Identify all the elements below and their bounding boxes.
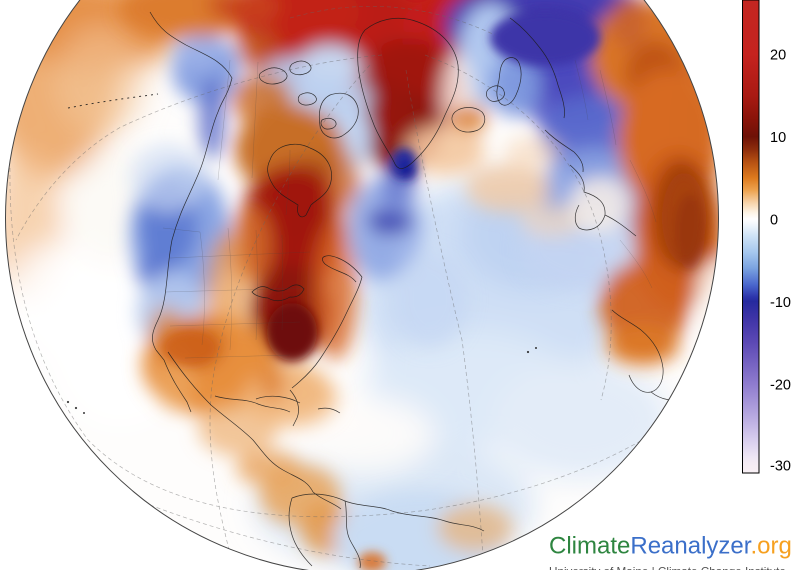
svg-text:-30: -30 [770,459,791,475]
svg-text:-10: -10 [770,295,791,311]
svg-text:-20: -20 [770,378,791,394]
svg-text:0: 0 [770,213,778,229]
svg-text:20: 20 [770,48,786,64]
svg-text:University of Maine | Climate: University of Maine | Climate Change Ins… [549,566,786,571]
svg-text:10: 10 [770,130,786,146]
svg-text:ClimateReanalyzer.org: ClimateReanalyzer.org [549,533,792,560]
